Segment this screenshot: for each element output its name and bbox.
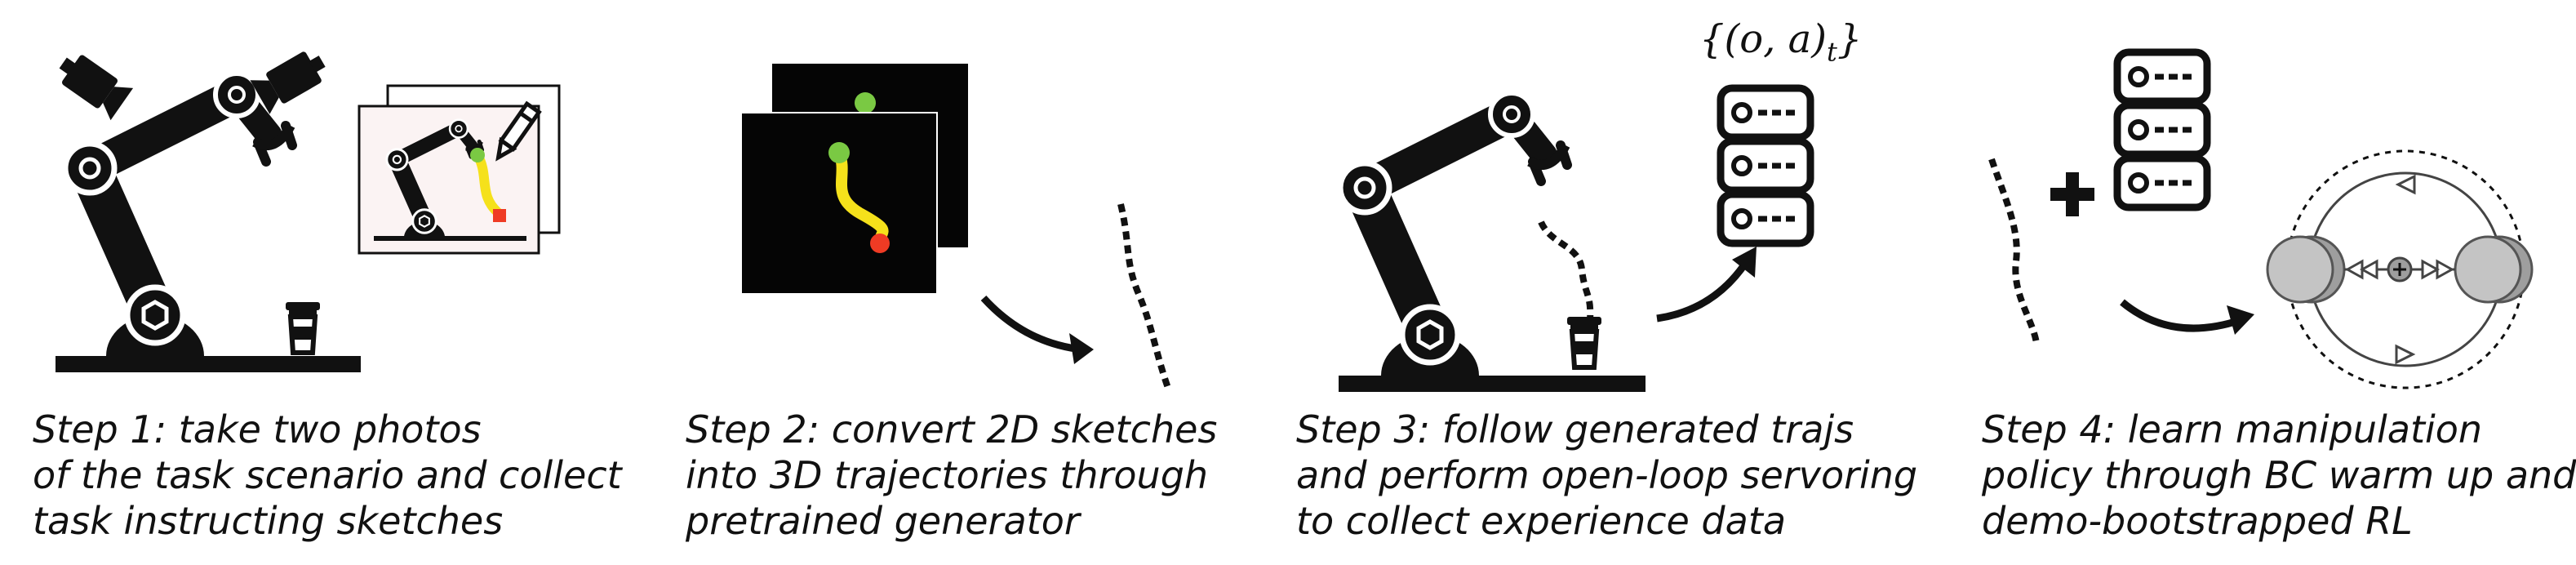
table-icon (1339, 376, 1646, 392)
caption-line: Step 4: learn manipulation (1982, 407, 2483, 452)
sketch-photo-icon (358, 84, 561, 255)
arrow-icon (980, 295, 1094, 364)
caption-line: pretrained generator (686, 499, 1080, 543)
arrow-icon (1656, 247, 1757, 323)
step2-graphic (740, 64, 1172, 392)
rl-loop-icon (2266, 149, 2534, 389)
camera-icon (51, 47, 134, 121)
caption-line: and perform open-loop servoring (1296, 453, 1918, 497)
notation-main: {(o, a) (1699, 16, 1828, 62)
caption-line: into 3D trajectories through (686, 453, 1209, 497)
robot-arm-icon (1340, 93, 1567, 376)
coffee-cup-icon (1567, 317, 1601, 367)
step3-caption: Step 3: follow generated trajs and perfo… (1296, 407, 1917, 544)
caption-line: Step 2: convert 2D sketches (686, 407, 1218, 452)
step1-graphic (51, 44, 561, 372)
table-icon (56, 356, 361, 372)
trajectory-icon (1117, 203, 1172, 392)
coffee-cup-icon (286, 302, 320, 353)
notation-sub: t (1827, 36, 1837, 68)
step1-caption: Step 1: take two photos of the task scen… (33, 407, 622, 544)
step3-graphic (1339, 88, 1810, 392)
caption-line: Step 1: take two photos (33, 407, 482, 452)
step4-graphic (1988, 52, 2534, 389)
trajectory-icon (1538, 220, 1594, 321)
plus-icon (2050, 172, 2094, 216)
notation-close: } (1837, 16, 1863, 62)
database-icon (1721, 88, 1810, 243)
pencil-icon (495, 100, 542, 162)
database-icon (2117, 52, 2207, 207)
robot-arm-icon (65, 73, 292, 356)
sketch-image-front (740, 112, 938, 295)
experience-buffer-notation: {(o, a)t} (1699, 16, 1862, 68)
caption-line: of the task scenario and collect (33, 453, 622, 497)
trajectory-icon (1988, 158, 2040, 344)
step4-caption: Step 4: learn manipulation policy throug… (1982, 407, 2576, 544)
caption-line: policy through BC warm up and (1982, 453, 2576, 497)
arrow-icon (2120, 299, 2254, 335)
step2-caption: Step 2: convert 2D sketches into 3D traj… (686, 407, 1217, 544)
caption-line: demo-bootstrapped RL (1982, 499, 2413, 543)
caption-line: task instructing sketches (33, 499, 504, 543)
caption-line: Step 3: follow generated trajs (1296, 407, 1854, 452)
caption-line: to collect experience data (1296, 499, 1787, 543)
camera-icon (250, 44, 332, 114)
